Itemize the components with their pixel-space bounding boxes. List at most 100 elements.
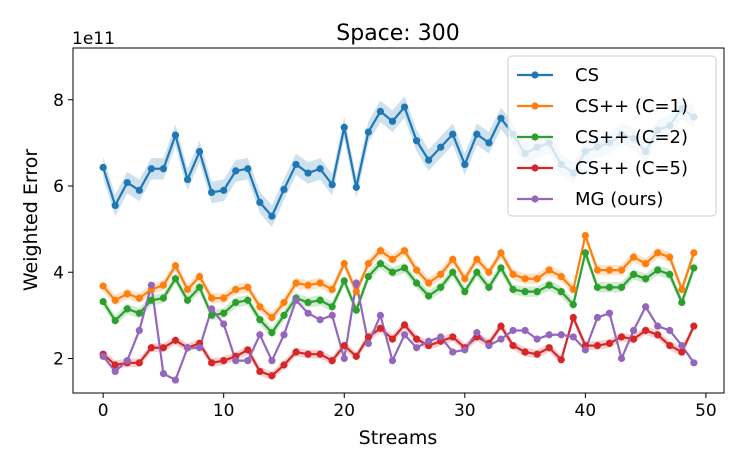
data-point-cs-c-1 [629,253,638,261]
data-point-cs-c-1 [617,266,626,274]
data-point-mg-ours [473,329,481,337]
data-point-mg-ours [437,333,445,341]
data-point-cs-c-1 [605,266,614,274]
data-point-cs-c-1 [135,294,143,302]
data-point-mg-ours [195,344,204,352]
data-point-cs-c-1 [220,294,228,302]
data-point-cs-c-1 [244,283,252,291]
data-point-cs-c-1 [388,255,397,263]
data-point-mg-ours [328,311,336,319]
data-point-cs-c-5 [244,346,252,354]
data-point-mg-ours [268,357,276,365]
y-axis-ticks: 2 4 6 8 [53,91,73,370]
data-point-cs-c-1 [280,298,288,307]
data-point-cs-c-1 [208,294,216,302]
data-point-cs-c-2 [437,283,445,291]
data-point-cs-c-2 [545,281,553,289]
data-point-cs-c-1 [304,281,312,289]
data-point-cs-c-5 [654,331,662,339]
data-point-cs-c-5 [557,356,565,364]
data-point-cs-c-1 [557,272,565,281]
data-point-cs-c-1 [256,303,264,311]
data-point-cs [485,139,493,147]
data-point-cs [220,186,228,194]
data-point-cs [280,185,288,194]
data-point-cs-c-2 [195,283,204,291]
data-point-cs-c-2 [364,272,372,281]
data-point-cs [473,130,481,138]
data-point-cs-c-5 [147,344,155,352]
data-point-cs [352,183,360,191]
legend-box [507,55,717,217]
data-point-cs-c-1 [521,275,529,283]
data-point-cs-c-5 [617,333,626,341]
data-point-cs-c-2 [449,268,457,276]
data-point-cs-c-1 [340,260,348,268]
data-point-mg-ours [159,369,168,378]
data-point-cs-c-2 [388,268,397,276]
data-point-mg-ours [123,357,131,365]
data-point-cs-c-1 [485,268,493,276]
data-point-cs-c-1 [449,255,457,263]
data-point-mg-ours [232,357,240,365]
data-point-cs-c-2 [256,316,264,324]
data-point-cs-c-2 [208,311,216,319]
x-axis-ticks: 0 10 20 30 40 50 [98,393,717,421]
data-point-cs-c-1 [437,270,445,279]
data-point-mg-ours [208,305,216,313]
data-point-mg-ours [629,326,638,335]
data-point-mg-ours [135,326,143,335]
data-point-cs-c-1 [123,290,131,298]
data-point-mg-ours [485,341,493,350]
band-cs-c-2 [103,247,694,338]
data-point-cs-c-2 [159,294,168,302]
data-point-cs-c-5 [135,359,143,367]
data-point-cs [244,165,252,173]
legend-label-mg-ours: MG (ours) [575,189,663,210]
data-point-cs-c-5 [328,357,336,365]
data-point-mg-ours [497,335,505,343]
data-point-cs [304,169,312,177]
data-point-cs-c-5 [449,333,457,341]
data-point-cs [147,165,155,173]
data-point-cs [316,165,324,173]
data-point-cs-c-5 [388,335,397,343]
data-point-cs-c-2 [268,329,276,337]
data-point-cs-c-2 [509,285,517,294]
data-point-cs-c-2 [280,311,288,319]
data-point-cs-c-2 [376,260,385,268]
data-point-cs-c-2 [171,275,180,283]
data-point-cs-c-5 [256,367,264,376]
series-line-cs-c-2 [102,251,695,334]
data-point-cs-c-2 [533,288,541,296]
data-point-mg-ours [316,316,324,324]
data-point-cs [183,175,192,184]
data-point-mg-ours [147,281,155,289]
data-point-cs-c-2 [654,266,662,274]
data-point-cs-c-2 [425,292,433,300]
data-point-cs-c-5 [364,333,372,341]
data-point-cs-c-5 [690,322,698,330]
data-point-cs [328,181,336,189]
data-point-mg-ours [690,359,698,367]
data-point-cs-c-2 [340,277,348,285]
data-point-cs [232,167,240,175]
data-point-cs [99,163,107,172]
data-point-cs-c-2 [328,303,336,311]
data-point-mg-ours [605,309,614,317]
data-point-mg-ours [352,279,360,287]
data-point-cs [256,198,264,206]
legend-label-cs-c-2: CS++ (C=2) [575,127,688,148]
data-point-cs-c-5 [666,341,674,350]
legend-marker-mg-ours [531,195,539,203]
data-point-mg-ours [569,333,577,341]
data-point-cs [449,130,457,138]
data-point-mg-ours [642,303,650,311]
data-point-cs-c-2 [581,249,589,257]
data-point-cs-c-1 [654,249,662,257]
data-point-cs-c-5 [569,313,577,322]
series-markers [99,103,698,384]
data-point-cs-c-5 [111,361,119,369]
data-point-cs-c-1 [461,275,469,283]
